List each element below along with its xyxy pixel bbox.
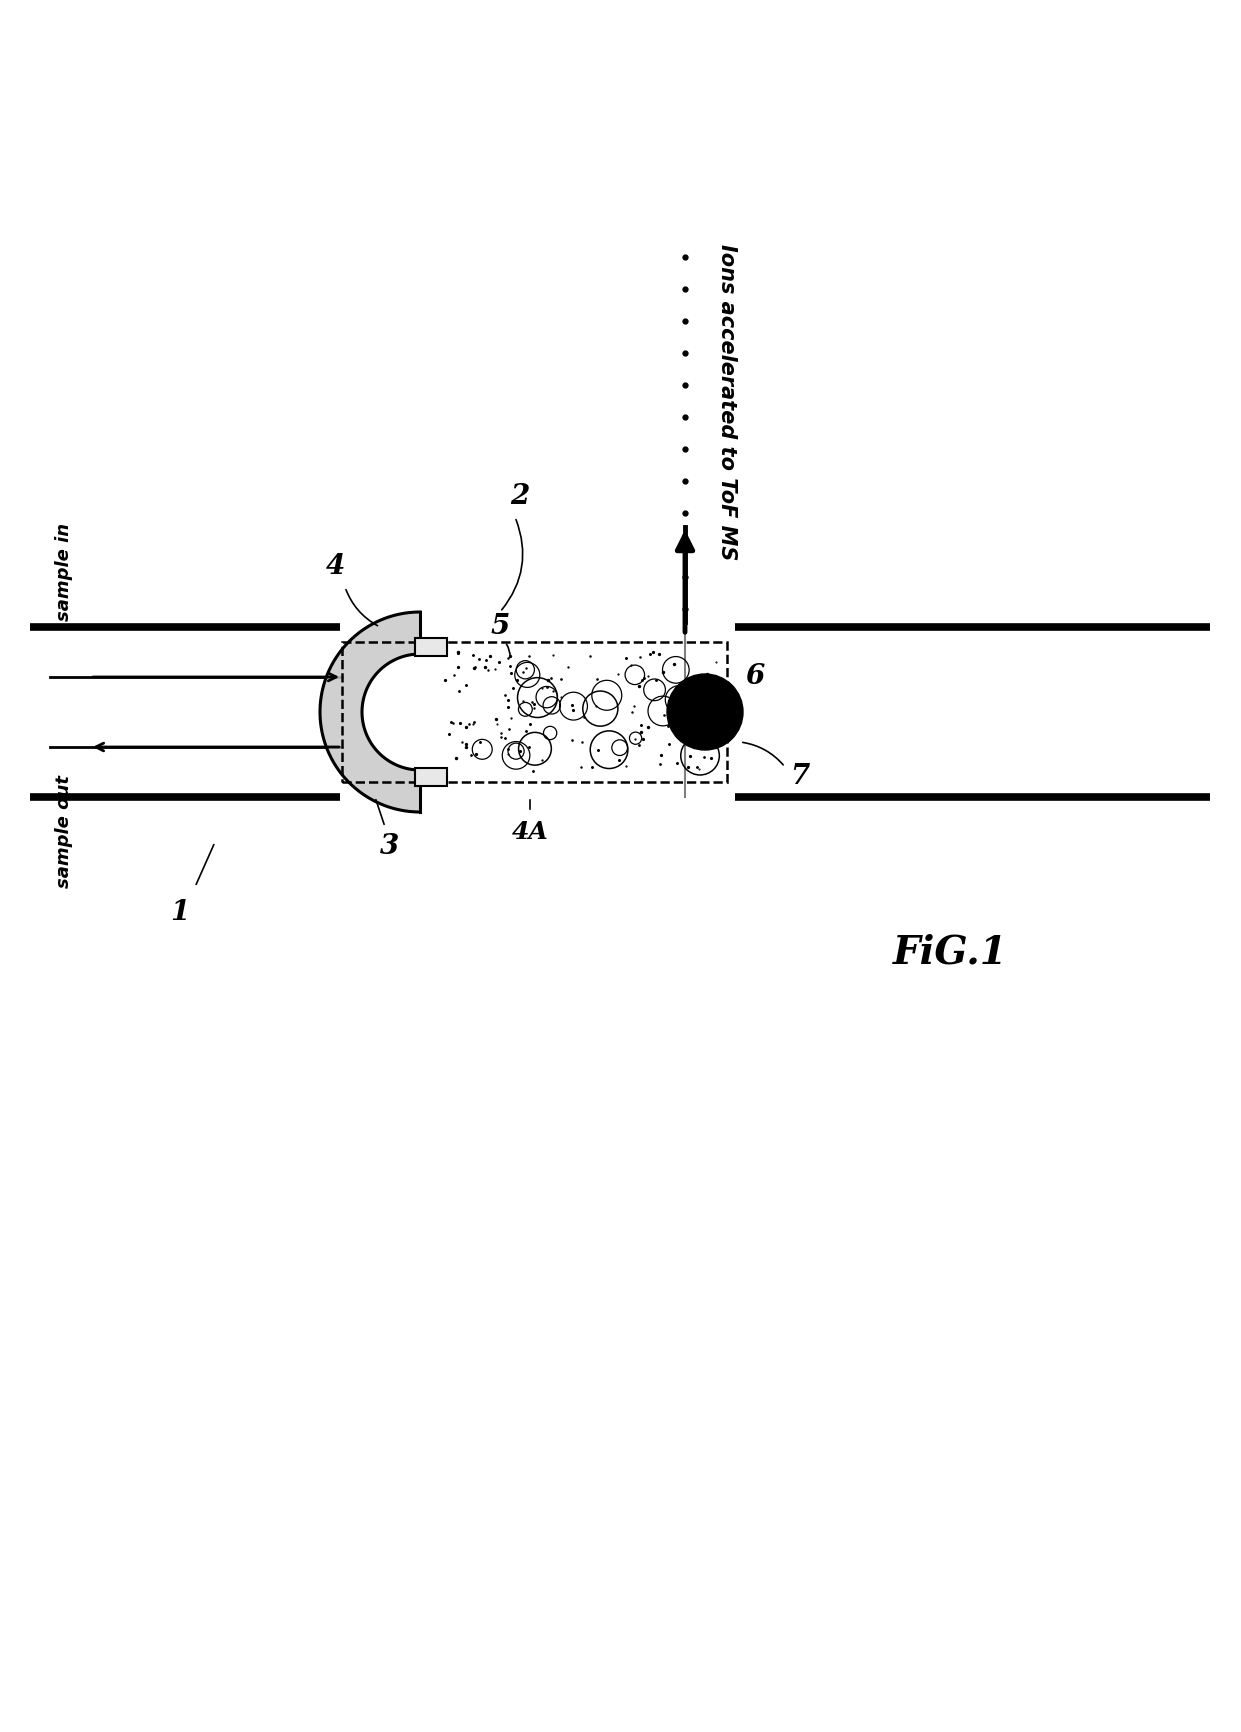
Text: 2: 2 [510, 483, 530, 511]
Text: 5: 5 [490, 613, 510, 641]
Text: 1: 1 [170, 899, 190, 925]
Text: FiG.1: FiG.1 [892, 934, 1008, 972]
Text: sample out: sample out [55, 776, 73, 889]
Bar [414, 637, 447, 656]
Text: sample in: sample in [55, 523, 73, 622]
Text: 7: 7 [791, 764, 809, 790]
Circle shape [666, 674, 743, 750]
Polygon shape [320, 611, 419, 812]
Text: Ions accelerated to ToF MS: Ions accelerated to ToF MS [717, 244, 737, 559]
Text: 4A: 4A [511, 819, 549, 843]
Text: 6: 6 [746, 663, 764, 691]
Bar [414, 767, 447, 786]
Bar [343, 643, 727, 783]
Text: 3: 3 [381, 833, 400, 861]
Text: 4: 4 [325, 554, 345, 580]
